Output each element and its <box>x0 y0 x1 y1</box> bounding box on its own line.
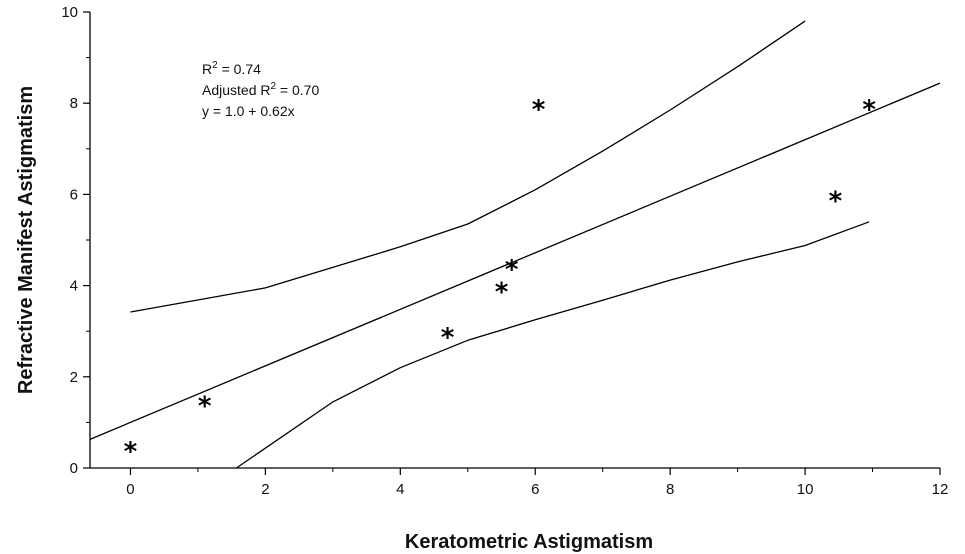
y-tick-label: 4 <box>70 278 78 295</box>
data-point: * <box>829 186 843 216</box>
data-point: * <box>441 323 455 353</box>
x-tick-label: 8 <box>666 481 674 498</box>
data-point: * <box>505 255 519 285</box>
tick-labels: 0 2 4 6 8 10 0 2 4 6 8 10 12 <box>61 4 948 498</box>
data-point: * <box>532 95 546 125</box>
regression-equation: y = 1.0 + 0.62x <box>202 103 295 119</box>
adjusted-r-squared-prefix: Adjusted R <box>202 82 270 98</box>
axes <box>83 11 941 475</box>
regression-line <box>89 82 941 440</box>
x-tick-label: 0 <box>126 481 134 498</box>
r-squared-value: = 0.74 <box>218 61 261 77</box>
r-squared-prefix: R <box>202 61 212 77</box>
x-tick-label: 12 <box>932 481 949 498</box>
x-tick-label: 2 <box>261 481 269 498</box>
data-point: * <box>495 278 509 308</box>
data-point: * <box>862 95 876 125</box>
x-tick-label: 4 <box>396 481 404 498</box>
y-tick-label: 0 <box>70 460 78 477</box>
data-points: ******** <box>124 95 877 467</box>
x-tick-label: 10 <box>797 481 814 498</box>
confidence-band <box>130 20 870 469</box>
adjusted-r-squared-sup: 2 <box>270 81 276 92</box>
regression-line-group <box>89 82 941 440</box>
y-tick-label: 2 <box>70 369 78 386</box>
r-squared-text: R2 = 0.74 <box>202 60 261 77</box>
y-axis-title: Refractive Manifest Astigmatism <box>15 86 37 394</box>
y-tick-label: 8 <box>70 95 78 112</box>
upper-confidence-curve <box>130 20 806 313</box>
adjusted-r-squared-text: Adjusted R2 = 0.70 <box>202 81 319 98</box>
data-point: * <box>198 392 212 422</box>
y-tick-label: 10 <box>61 4 78 21</box>
data-point: * <box>124 437 138 467</box>
y-tick-label: 6 <box>70 186 78 203</box>
adjusted-r-squared-value: = 0.70 <box>276 82 319 98</box>
stats-annotation: R2 = 0.74 Adjusted R2 = 0.70 y = 1.0 + 0… <box>202 60 319 119</box>
x-axis-title: Keratometric Astigmatism <box>405 531 653 553</box>
x-tick-label: 6 <box>531 481 539 498</box>
lower-confidence-curve <box>236 221 870 469</box>
r-squared-sup: 2 <box>212 60 218 71</box>
